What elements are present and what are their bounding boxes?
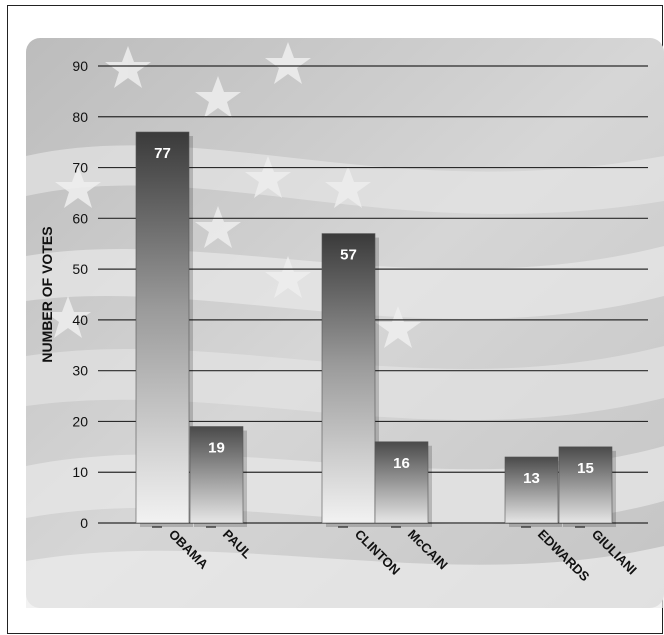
y-axis-title: NUMBER OF VOTES	[39, 226, 55, 362]
bar-chart: 0 10 20 30 40 50 60 70 80 90 NUMBER OF VOTES 77 19…	[26, 38, 664, 608]
bar	[504, 456, 559, 524]
y-tick-label: 40	[72, 312, 88, 328]
bar	[189, 426, 244, 524]
bar	[321, 233, 376, 524]
data-label: 16	[393, 455, 410, 472]
chart-frame: 0 10 20 30 40 50 60 70 80 90 NUMBER OF VOTES 77 19…	[7, 5, 664, 634]
y-tick-label: 20	[72, 413, 88, 429]
data-label: 13	[523, 470, 540, 487]
bar	[135, 131, 190, 524]
y-axis-ticks: 0 10 20 30 40 50 60 70 80 90	[72, 58, 88, 531]
y-tick-label: 50	[72, 261, 88, 277]
bar	[558, 446, 613, 524]
y-tick-label: 80	[72, 109, 88, 125]
bars: 77 19 57 16 13 15	[135, 131, 616, 528]
y-tick-label: 60	[72, 210, 88, 226]
data-label: 57	[340, 247, 357, 264]
data-label: 77	[154, 145, 171, 162]
y-tick-label: 70	[72, 160, 88, 176]
data-label: 19	[208, 440, 225, 457]
y-tick-label: 90	[72, 58, 88, 74]
y-tick-label: 10	[72, 464, 88, 480]
y-tick-label: 0	[80, 515, 88, 531]
data-label: 15	[577, 460, 594, 477]
y-tick-label: 30	[72, 363, 88, 379]
bar	[374, 441, 429, 524]
